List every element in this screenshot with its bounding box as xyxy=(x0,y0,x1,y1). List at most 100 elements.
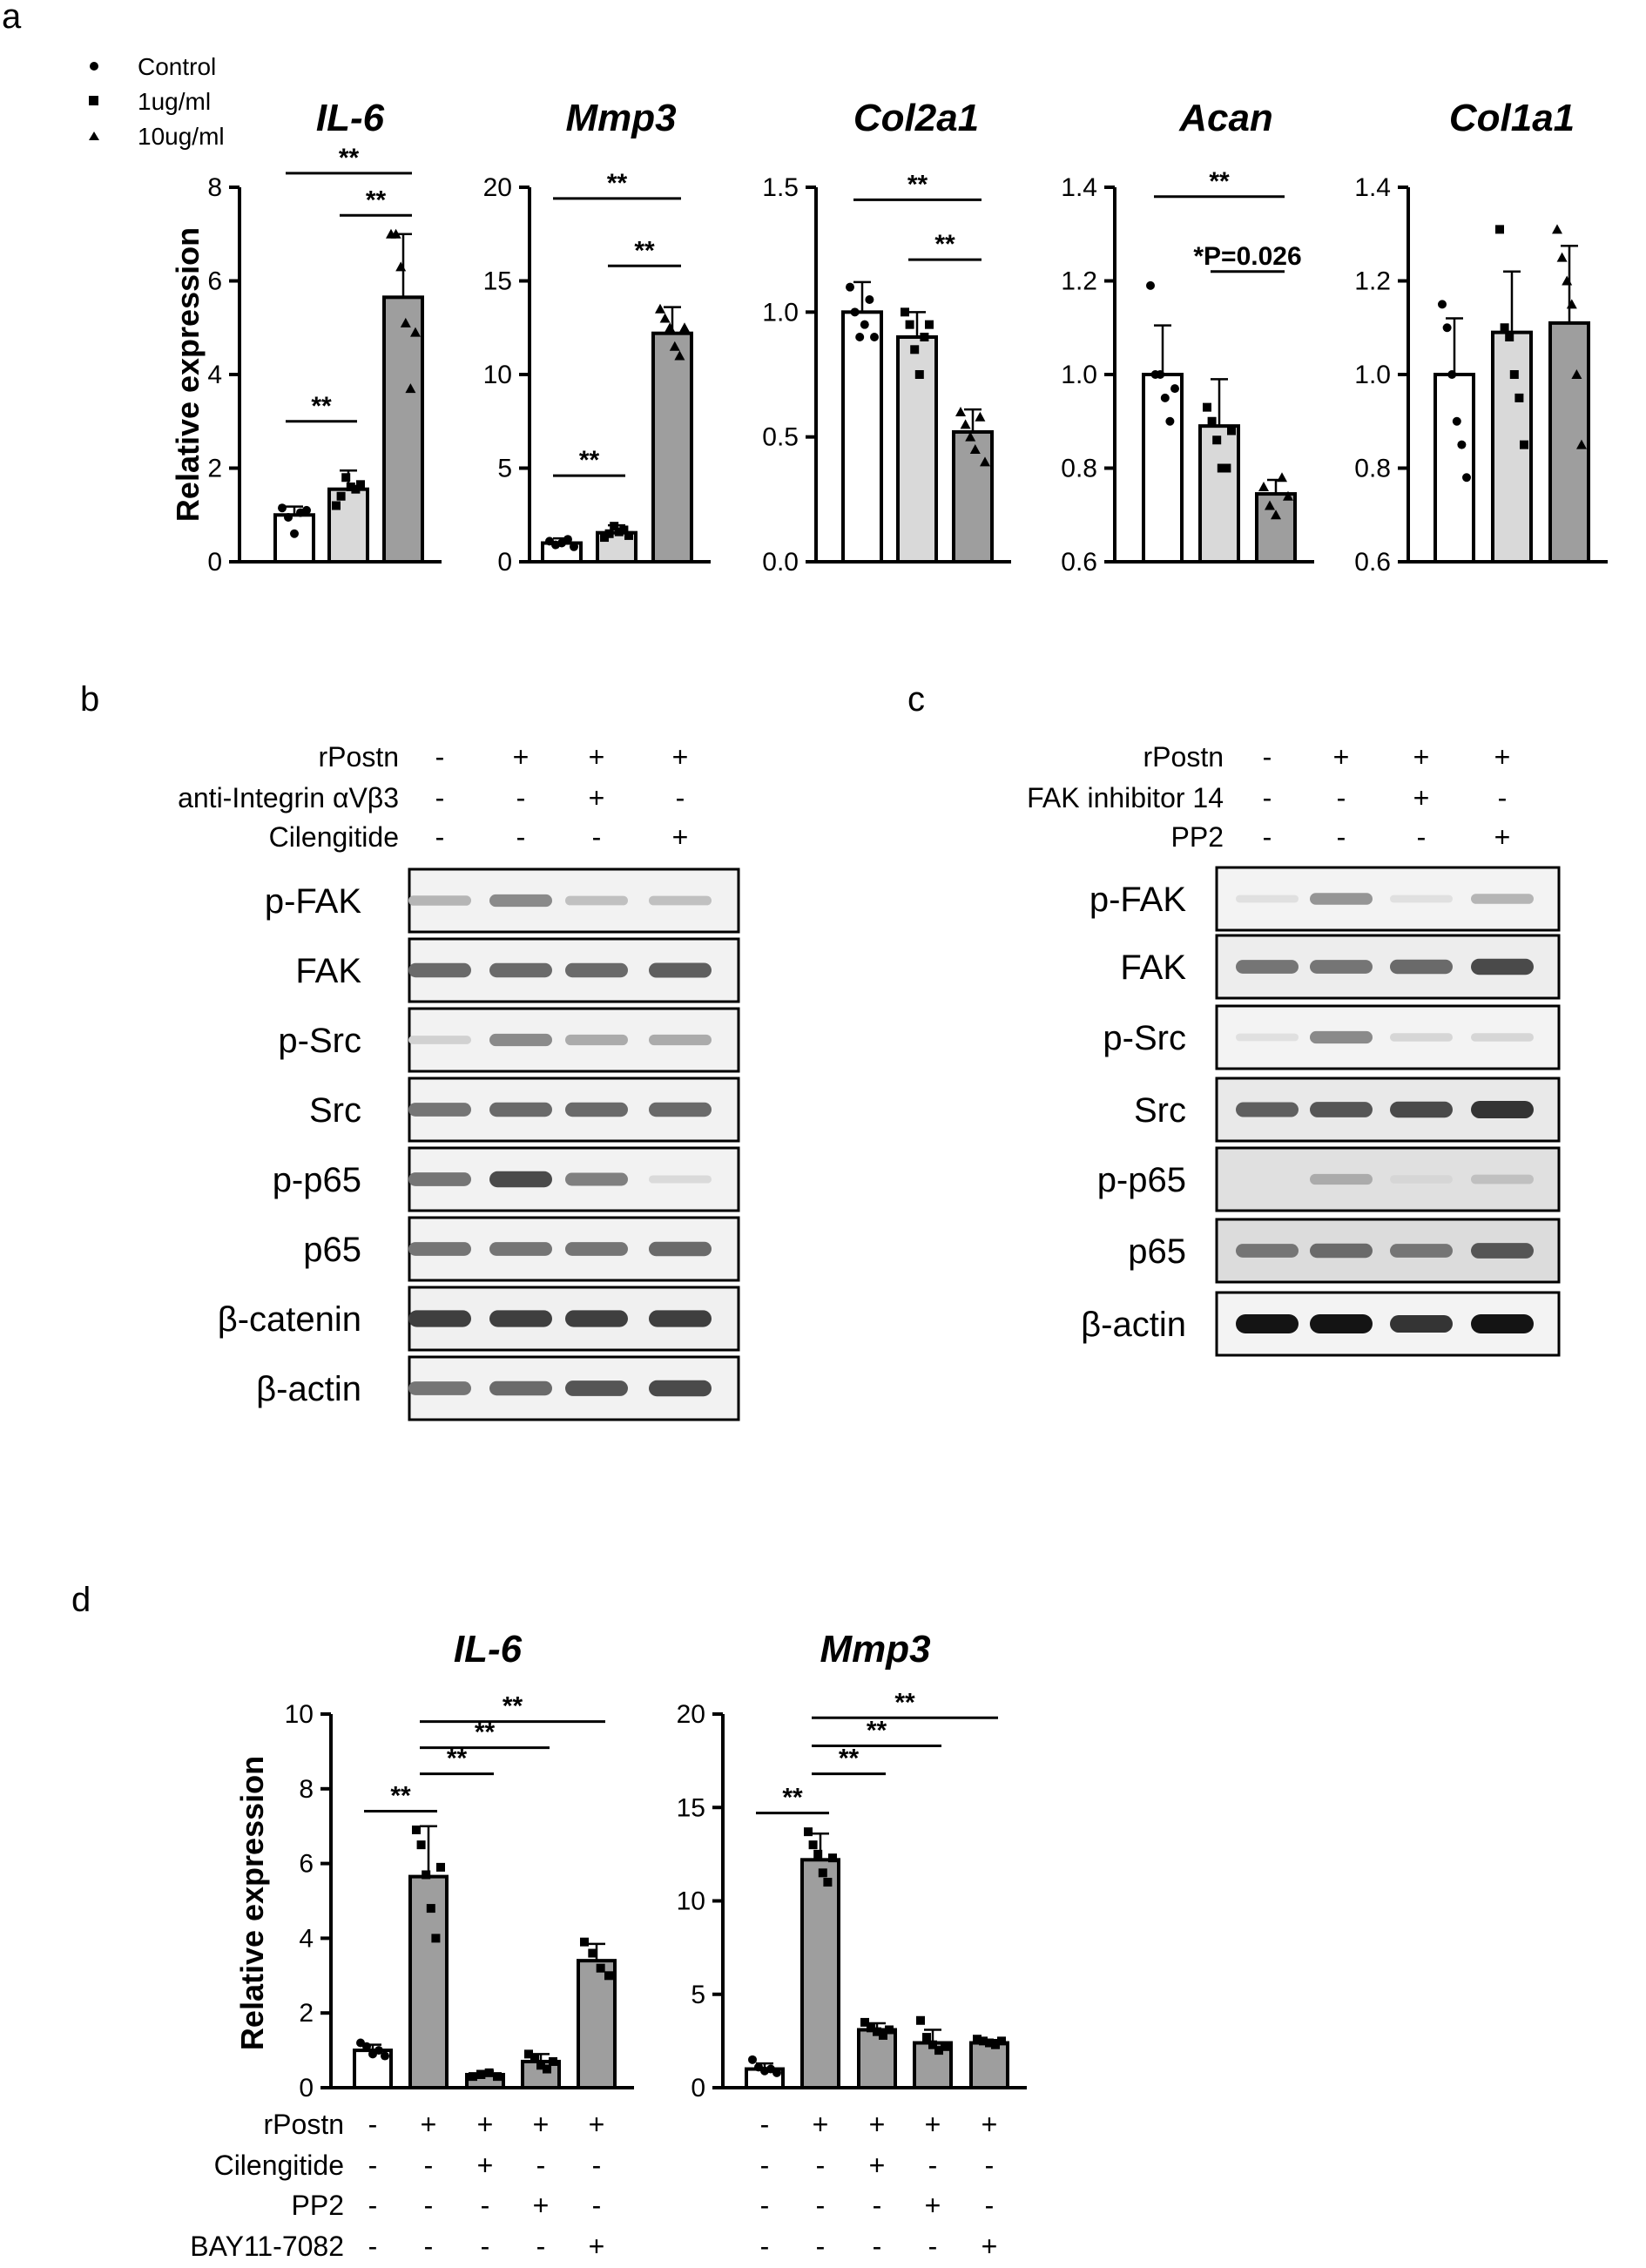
significance-label: ** xyxy=(390,1782,411,1811)
data-point xyxy=(604,1971,613,1981)
treatment-sign: + xyxy=(421,2109,437,2140)
chart-title: Col2a1 xyxy=(853,97,979,139)
bar xyxy=(1142,373,1184,564)
treatment-sign: - xyxy=(536,2231,546,2262)
data-point xyxy=(395,261,407,272)
data-point xyxy=(772,2068,781,2077)
y-tick-label: 0 xyxy=(691,2074,705,2103)
data-point xyxy=(997,2036,1006,2046)
blot-band xyxy=(565,1034,628,1046)
data-point xyxy=(1283,490,1293,501)
panel-letter-d: d xyxy=(71,1581,91,1619)
data-point xyxy=(1156,370,1165,379)
data-point xyxy=(655,303,665,314)
data-point xyxy=(610,522,619,531)
treatment-sign: - xyxy=(1337,821,1346,853)
data-point xyxy=(1576,439,1587,449)
legend-marker-10ug xyxy=(89,132,99,140)
data-point xyxy=(284,512,293,522)
treatment-label: PP2 xyxy=(292,2190,344,2221)
panel-d-ylabel: Relative expression xyxy=(234,1756,270,2050)
treatment-sign: - xyxy=(760,2231,770,2262)
protein-label: β-actin xyxy=(1081,1306,1186,1344)
y-tick-label: 10 xyxy=(677,1887,705,1916)
y-tick-label: 4 xyxy=(207,361,222,389)
blot-band xyxy=(408,1310,471,1327)
treatment-label: rPostn xyxy=(264,2109,344,2140)
blot-band xyxy=(1390,1033,1453,1042)
legend-label-control: Control xyxy=(138,53,216,80)
treatment-label: Cilengitide xyxy=(269,821,399,853)
data-point xyxy=(1217,463,1226,473)
data-point xyxy=(955,407,966,416)
treatment-sign: - xyxy=(516,821,526,853)
blot-band xyxy=(1236,1175,1299,1184)
data-point xyxy=(1258,482,1269,491)
treatment-sign: - xyxy=(592,2190,602,2221)
data-point xyxy=(549,2056,557,2066)
blot-band xyxy=(649,895,712,906)
data-point xyxy=(1165,416,1175,426)
bar xyxy=(1255,492,1297,564)
blot-band xyxy=(565,1380,628,1396)
data-point xyxy=(860,2017,869,2027)
bar xyxy=(1198,424,1240,564)
y-tick-label: 1.0 xyxy=(1061,361,1097,389)
blot-band xyxy=(408,1242,471,1256)
y-tick-label: 1.4 xyxy=(1354,173,1391,202)
data-point xyxy=(1212,435,1222,445)
bar xyxy=(857,2028,897,2089)
data-point xyxy=(985,2038,994,2048)
protein-label: p-p65 xyxy=(273,1161,361,1199)
treatment-sign: - xyxy=(760,2150,770,2181)
blot-band xyxy=(408,895,471,906)
treatment-sign: + xyxy=(1333,741,1350,773)
data-point xyxy=(920,333,929,341)
data-point xyxy=(922,2033,931,2042)
data-point xyxy=(669,341,680,351)
treatment-sign: + xyxy=(477,2150,494,2181)
data-point xyxy=(362,2042,371,2051)
treatment-sign: - xyxy=(928,2150,938,2181)
data-point xyxy=(850,307,860,317)
western-blots: rPostn - + + + anti-Integrin αVβ3 - - + - Cilengit… xyxy=(178,741,1561,1421)
blot-band xyxy=(1310,1243,1373,1259)
blot-band xyxy=(1310,960,1373,974)
protein-label: β-actin xyxy=(256,1370,361,1408)
treatment-sign: - xyxy=(760,2109,770,2140)
blot-band xyxy=(1471,1314,1534,1333)
blot-band xyxy=(649,1241,712,1257)
blot-band xyxy=(649,1380,712,1397)
protein-label: p-FAK xyxy=(265,882,361,921)
data-point xyxy=(748,2055,757,2064)
data-point xyxy=(980,456,990,467)
blot-band xyxy=(408,1103,471,1117)
data-point xyxy=(867,2023,875,2033)
data-point xyxy=(1571,369,1582,379)
data-point xyxy=(1520,440,1528,449)
data-point xyxy=(679,322,690,333)
bar xyxy=(327,487,369,564)
blot-band xyxy=(565,1172,628,1186)
data-point xyxy=(914,370,924,379)
y-tick-label: 5 xyxy=(497,455,512,483)
panel-letter-c: c xyxy=(907,680,925,719)
blot-band xyxy=(1390,1175,1453,1184)
legend-marker-control xyxy=(90,62,98,71)
data-point xyxy=(1222,463,1231,473)
data-point xyxy=(1438,300,1447,309)
y-tick-label: 0 xyxy=(207,548,222,577)
bar xyxy=(577,1959,617,2089)
blot-band xyxy=(1471,1033,1534,1042)
treatment-sign: + xyxy=(1413,741,1430,773)
significance-label: ** xyxy=(447,1745,468,1773)
treatment-sign: + xyxy=(982,2231,998,2262)
blot-band xyxy=(408,1381,471,1395)
data-point xyxy=(431,1934,441,1943)
data-point xyxy=(351,484,361,494)
data-point xyxy=(870,333,879,341)
data-point xyxy=(925,320,934,329)
data-point xyxy=(390,228,401,239)
blot-band xyxy=(408,1172,471,1186)
data-point xyxy=(356,480,365,489)
